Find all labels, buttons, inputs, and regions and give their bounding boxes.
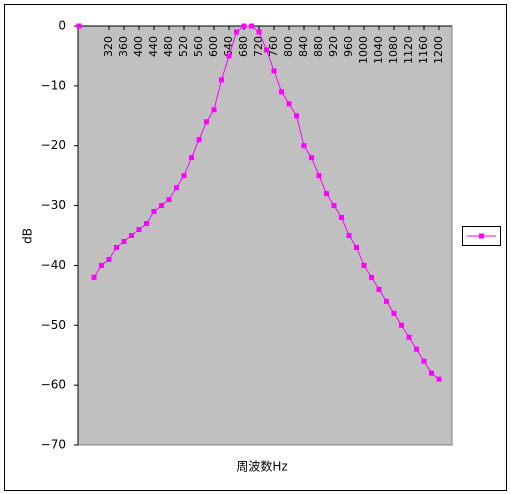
point [399, 322, 404, 328]
point [91, 274, 97, 280]
point [316, 173, 322, 179]
point [166, 197, 172, 203]
x-tick-label: 760 [267, 36, 280, 57]
point [301, 143, 307, 149]
y-tick-label: −40 [41, 258, 66, 272]
x-tick-label: 480 [162, 36, 175, 57]
point [204, 119, 209, 125]
point [279, 89, 284, 95]
y-axis-label: dB [21, 228, 35, 244]
point [226, 53, 232, 59]
y-tick-label: −10 [41, 78, 66, 92]
point [286, 101, 292, 107]
point [384, 298, 389, 304]
point [211, 107, 217, 113]
point [106, 256, 112, 262]
x-tick-label: 680 [237, 36, 250, 57]
point [241, 23, 247, 29]
point [331, 203, 337, 209]
x-tick-label: 1160 [417, 36, 430, 64]
y-tick-label: −50 [41, 318, 66, 332]
x-tick-label: 920 [327, 36, 340, 57]
x-tick-label: 1000 [357, 36, 370, 64]
point [346, 233, 352, 238]
point [369, 274, 374, 280]
point [234, 29, 239, 35]
point [414, 346, 419, 352]
plot-area [77, 25, 453, 446]
legend-marker [479, 233, 484, 239]
point [129, 233, 134, 238]
y-tick-label: −30 [41, 198, 66, 212]
point [406, 334, 412, 340]
x-tick-label: 360 [117, 36, 130, 57]
x-tick-label: 720 [252, 36, 265, 57]
point [99, 262, 104, 268]
point [376, 286, 382, 292]
x-tick-label: 640 [222, 36, 235, 57]
y-tick-label: −20 [41, 138, 66, 152]
point [189, 155, 194, 161]
point [421, 358, 427, 364]
x-tick-label: 520 [177, 36, 190, 57]
point [114, 244, 119, 250]
x-tick-label: 440 [147, 36, 160, 57]
point [181, 173, 187, 179]
x-tick-label: 960 [342, 36, 355, 57]
point [249, 23, 254, 29]
point [271, 68, 277, 74]
y-tick-label: −60 [41, 378, 66, 392]
point [354, 244, 359, 250]
point [174, 185, 179, 191]
point [264, 47, 269, 53]
y-tick-label: −70 [41, 438, 66, 452]
x-tick-label: 600 [207, 36, 220, 57]
x-tick-label: 1200 [432, 36, 445, 64]
point [121, 238, 127, 244]
x-tick-label: 840 [297, 36, 310, 57]
point [159, 203, 164, 209]
point [436, 376, 442, 382]
point [219, 77, 224, 83]
point [256, 29, 262, 35]
point [294, 113, 299, 119]
point [309, 155, 314, 161]
point [151, 209, 157, 215]
x-tick-label: 1120 [402, 36, 415, 64]
point [196, 137, 202, 143]
point [144, 221, 149, 227]
x-tick-label: 560 [192, 36, 205, 57]
point [136, 227, 142, 233]
y-tick-label: 0 [58, 19, 66, 33]
point [76, 23, 82, 29]
x-tick-label: 1040 [372, 36, 385, 64]
x-tick-label: 320 [102, 36, 115, 57]
point [391, 310, 397, 316]
x-tick-label: 880 [312, 36, 325, 57]
x-axis-label: 周波数Hz [236, 459, 287, 474]
point [429, 370, 434, 376]
x-tick-label: 1080 [387, 36, 400, 64]
point [361, 262, 367, 268]
x-tick-label: 400 [132, 36, 145, 57]
x-tick-label: 800 [282, 36, 295, 57]
point [324, 191, 329, 197]
point [339, 215, 344, 221]
